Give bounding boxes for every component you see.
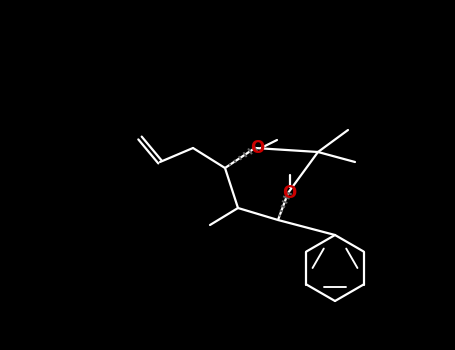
Text: O: O xyxy=(250,139,264,157)
Text: O: O xyxy=(282,184,296,202)
